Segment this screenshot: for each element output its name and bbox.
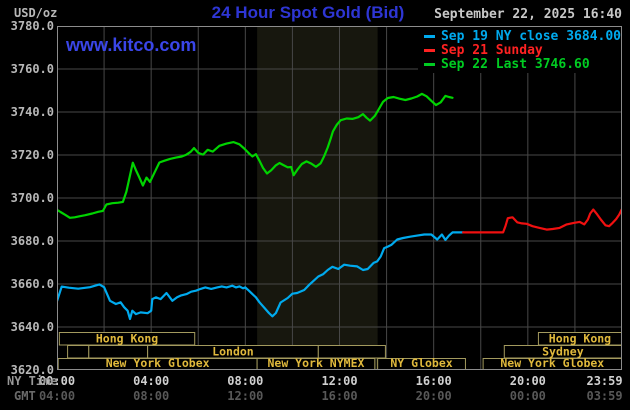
plot-border xyxy=(57,26,622,370)
x-axis-tick-ny: 12:00 xyxy=(321,374,358,388)
legend-swatch xyxy=(423,34,435,38)
y-axis-tick-label: 3680.0 xyxy=(10,234,54,248)
x-axis-tick-ny: 20:00 xyxy=(509,374,546,388)
legend-item: Sep 19 NY close 3684.00 xyxy=(423,28,621,44)
y-axis-tick-label: 3720.0 xyxy=(10,148,54,162)
x-axis-tick-ny: 04:00 xyxy=(133,374,170,388)
y-axis-tick-label: 3740.0 xyxy=(10,105,54,119)
y-axis-tick-label: 3760.0 xyxy=(10,62,54,76)
y-axis-tick-label: 3780.0 xyxy=(10,19,54,33)
x-axis-tick-ny: 16:00 xyxy=(415,374,452,388)
session-box xyxy=(67,345,90,359)
legend-label: Sep 21 Sunday xyxy=(440,42,543,58)
legend-swatch xyxy=(423,48,435,52)
chart-datetime: September 22, 2025 16:40 xyxy=(434,7,622,22)
session-label: Sydney xyxy=(542,345,584,359)
x-axis-tick-ny: 00:00 xyxy=(38,374,76,388)
x-axis-tick-gmt: 12:00 xyxy=(227,389,264,403)
session-label: London xyxy=(212,345,254,359)
session-label: New York Globex xyxy=(106,356,210,370)
legend-item: Sep 22 Last 3746.60 xyxy=(423,56,621,72)
ny-time-axis-label: NY Time xyxy=(7,374,58,388)
x-axis-tick-gmt: 00:00 xyxy=(509,389,546,403)
x-axis-tick-gmt: 08:00 xyxy=(133,389,170,403)
y-axis-tick-label: 3700.0 xyxy=(10,191,54,205)
legend-item: Sep 21 Sunday xyxy=(423,42,621,58)
kitco-watermark-link[interactable]: www.kitco.com xyxy=(66,35,197,55)
session-label: Hong Kong xyxy=(96,332,158,346)
x-axis-tick-gmt: 16:00 xyxy=(321,389,358,403)
x-axis-tick-gmt: 20:00 xyxy=(415,389,452,403)
x-axis-tick-gmt: 04:00 xyxy=(38,389,76,403)
legend-swatch xyxy=(423,62,435,66)
chart-title: 24 Hour Spot Gold (Bid) xyxy=(211,3,405,22)
gmt-axis-label: GMT xyxy=(14,389,36,403)
y-axis-units-label: USD/oz xyxy=(14,6,58,20)
y-axis-tick-label: 3640.0 xyxy=(10,320,54,334)
x-axis-tick-ny: 23:59 xyxy=(586,374,623,388)
y-axis-tick-label: 3660.0 xyxy=(10,277,54,291)
session-label: Hong Kong xyxy=(549,332,611,346)
legend-label: Sep 22 Last 3746.60 xyxy=(440,56,590,72)
plot-area: Hong Kong Hong Kong London Sydney New York G… xyxy=(57,26,622,370)
series-line-1 xyxy=(462,207,622,234)
session-label: NY Globex xyxy=(390,356,452,370)
legend-label: Sep 19 NY close 3684.00 xyxy=(440,28,621,44)
series-line-0 xyxy=(57,231,465,321)
session-label: New York Globex xyxy=(500,356,604,370)
y-axis-tick-label: 3620.0 xyxy=(10,363,54,377)
x-axis-tick-ny: 08:00 xyxy=(227,374,264,388)
session-label: New York NYMEX xyxy=(267,356,364,370)
x-axis-tick-gmt: 03:59 xyxy=(586,389,623,403)
series-line-2 xyxy=(57,92,454,219)
legend: Sep 19 NY close 3684.00 Sep 21 Sunday Sep … xyxy=(417,27,621,73)
